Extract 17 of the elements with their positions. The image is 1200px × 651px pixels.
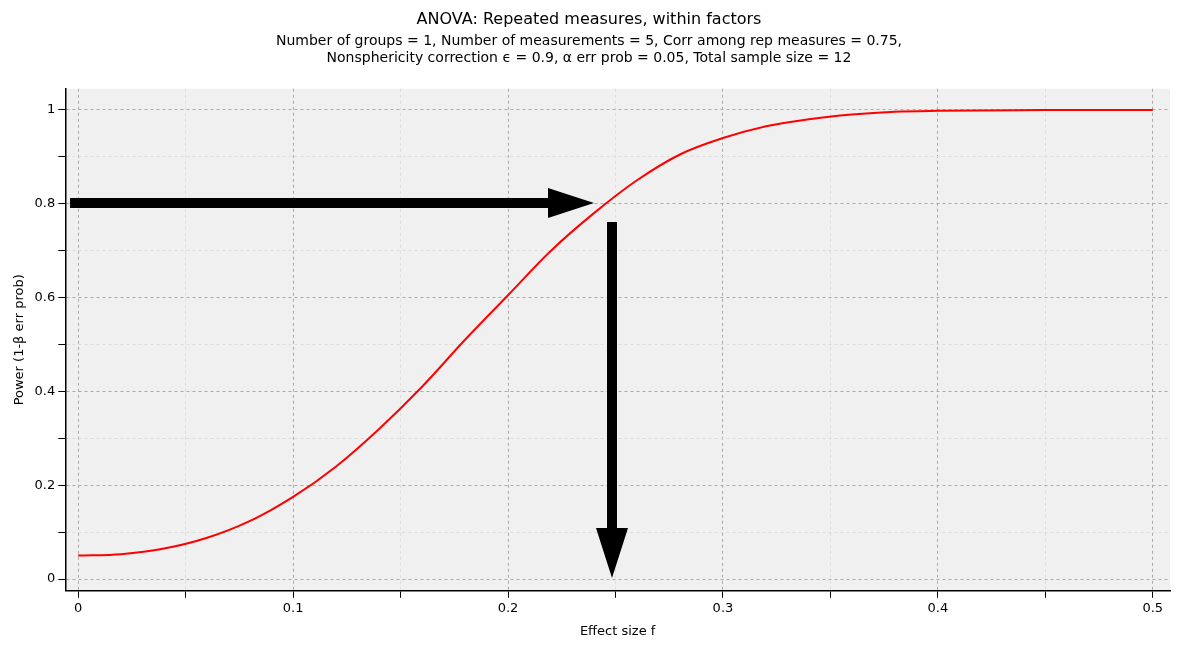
chart-title: ANOVA: Repeated measures, within factors [416, 8, 762, 28]
line-series [77, 108, 1154, 557]
x-tick-label: 0.5 [1142, 599, 1164, 615]
x-tick-label: 0.4 [927, 599, 949, 615]
x-tick-label: 0.3 [712, 599, 734, 615]
x-axis-title: Effect size f [579, 622, 656, 638]
y-tick-label: 0.2 [34, 476, 56, 492]
chart-subtitle: Number of groups = 1, Number of measurements = 5, Corr among rep measures = 0.75, Nonsphericity correction ϵ = 0.9, α err prob = 0.05, Total sample size = 12 [275, 32, 903, 66]
y-tick-label: 1 [46, 101, 56, 117]
y-tick-label: 0.8 [34, 195, 56, 211]
x-tick-label: 0 [74, 599, 83, 615]
x-tick-label: 0.2 [497, 599, 519, 615]
x-tick-label: 0.1 [282, 599, 304, 615]
y-tick-label: 0 [46, 570, 56, 586]
y-tick-label: 0.6 [34, 288, 56, 304]
y-tick-label: 0.4 [34, 382, 56, 398]
y-axis-title: Power (1-β err prob) [11, 274, 27, 406]
